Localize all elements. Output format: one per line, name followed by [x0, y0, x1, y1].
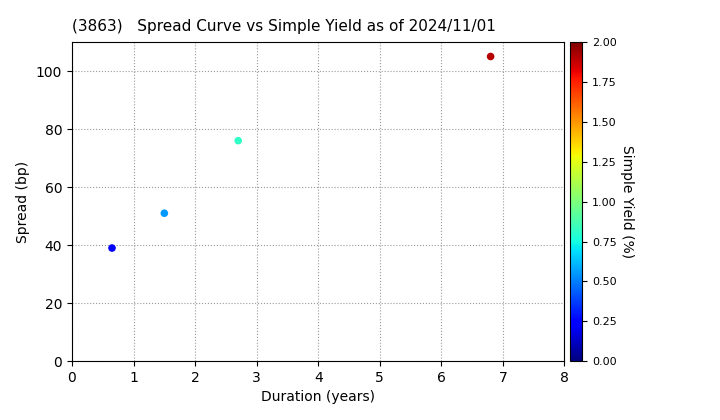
Y-axis label: Spread (bp): Spread (bp): [17, 160, 30, 243]
Point: [158, 210, 170, 217]
Y-axis label: Simple Yield (%): Simple Yield (%): [620, 145, 634, 258]
Text: (3863)   Spread Curve vs Simple Yield as of 2024/11/01: (3863) Spread Curve vs Simple Yield as o…: [72, 19, 496, 34]
X-axis label: Duration (years): Duration (years): [261, 391, 375, 404]
Point: [485, 53, 496, 60]
Point: [233, 137, 244, 144]
Point: [107, 245, 118, 252]
